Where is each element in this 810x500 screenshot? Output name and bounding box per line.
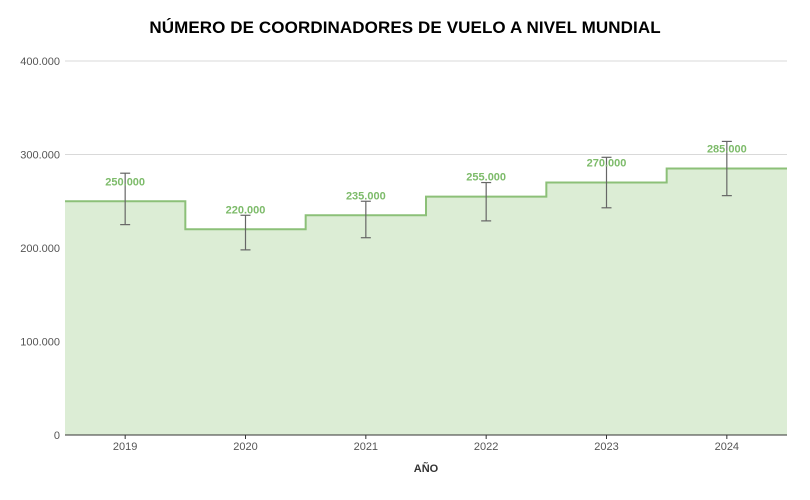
- error-bar: [721, 140, 732, 197]
- x-tick-label: 2019: [113, 441, 137, 453]
- error-bars: [120, 140, 732, 251]
- data-label: 235.000: [346, 190, 386, 202]
- y-tick-label: 400.000: [20, 56, 60, 68]
- x-tick-label: 2024: [715, 441, 739, 453]
- error-bar: [120, 172, 131, 226]
- data-label: 285.000: [707, 144, 747, 156]
- step-line: [65, 167, 787, 231]
- data-label: 220.000: [226, 204, 266, 216]
- area-series: [65, 167, 787, 435]
- x-tick-label: 2021: [354, 441, 378, 453]
- error-bar: [360, 200, 371, 239]
- y-tick-label: 200.000: [20, 243, 60, 255]
- data-label: 250.000: [105, 176, 145, 188]
- data-label: 270.000: [587, 158, 627, 170]
- x-tick-label: 2023: [594, 441, 618, 453]
- y-tick-label: 0: [54, 430, 60, 442]
- error-bar: [240, 214, 251, 251]
- error-bar: [481, 181, 492, 222]
- x-axis-title: AÑO: [414, 462, 439, 475]
- x-axis-tick-labels: 2019 2020 2021 2022 2023 2024: [113, 441, 739, 453]
- axes: [65, 434, 787, 439]
- error-bar: [601, 156, 612, 209]
- y-tick-label: 300.000: [20, 150, 60, 162]
- x-tick-label: 2022: [474, 441, 498, 453]
- y-tick-label: 100.000: [20, 337, 60, 349]
- data-label: 255.000: [466, 172, 506, 184]
- data-labels: 250.000 220.000 235.000 255.000 270.000 285.0…: [105, 144, 746, 217]
- x-tick-label: 2020: [233, 441, 257, 453]
- chart-title: NÚMERO DE COORDINADORES DE VUELO A NIVEL…: [149, 18, 661, 37]
- y-axis-tick-labels: 0 100.000 200.000 300.000 400.000: [20, 56, 60, 442]
